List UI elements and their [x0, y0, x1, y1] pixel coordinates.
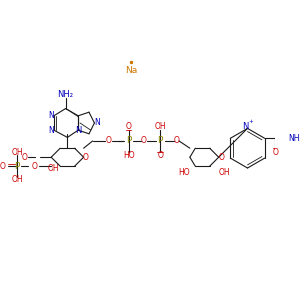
Text: P: P: [14, 162, 20, 171]
Text: O: O: [157, 151, 163, 160]
Text: N: N: [48, 126, 54, 135]
Text: Na: Na: [125, 66, 137, 75]
Text: O: O: [141, 136, 147, 146]
Text: O: O: [218, 153, 224, 162]
Text: N: N: [242, 122, 248, 131]
Text: OH: OH: [219, 168, 230, 177]
Text: O: O: [32, 162, 38, 171]
Text: OH: OH: [48, 164, 60, 172]
Text: P: P: [126, 136, 131, 146]
Text: +: +: [249, 119, 254, 124]
Text: P: P: [158, 136, 163, 146]
Text: O: O: [106, 136, 112, 146]
Text: O: O: [272, 148, 278, 157]
Text: O: O: [0, 162, 5, 171]
Text: OH: OH: [11, 148, 23, 157]
Text: NH₂: NH₂: [288, 134, 300, 143]
Text: HO: HO: [178, 168, 190, 177]
Text: O: O: [173, 136, 179, 146]
Text: N: N: [94, 118, 100, 127]
Text: HO: HO: [123, 151, 134, 160]
Text: O: O: [21, 153, 27, 162]
Text: N: N: [75, 126, 81, 135]
Text: N: N: [48, 111, 54, 120]
Text: O: O: [82, 153, 88, 162]
Text: OH: OH: [11, 175, 23, 184]
Text: OH: OH: [154, 122, 166, 131]
Text: NH₂: NH₂: [58, 90, 74, 99]
Text: O: O: [126, 122, 132, 131]
